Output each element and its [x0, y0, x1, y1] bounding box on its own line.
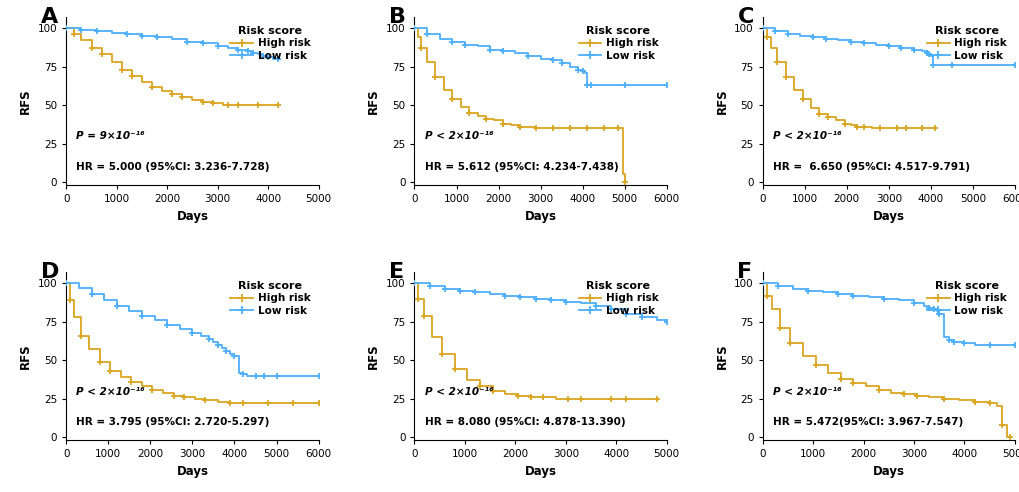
X-axis label: Days: Days [524, 210, 556, 223]
X-axis label: Days: Days [176, 465, 208, 478]
Text: E: E [389, 262, 404, 282]
Legend: High risk, Low risk: High risk, Low risk [575, 23, 661, 64]
Y-axis label: RFS: RFS [19, 89, 32, 114]
Text: HR = 8.080 (95%CI: 4.878-13.390): HR = 8.080 (95%CI: 4.878-13.390) [424, 417, 625, 427]
Legend: High risk, Low risk: High risk, Low risk [227, 277, 313, 319]
Y-axis label: RFS: RFS [19, 343, 32, 369]
Legend: High risk, Low risk: High risk, Low risk [227, 23, 313, 64]
Text: P < 2×10⁻¹⁶: P < 2×10⁻¹⁶ [772, 387, 841, 397]
Text: P < 2×10⁻¹⁶: P < 2×10⁻¹⁶ [76, 387, 145, 397]
Text: HR = 3.795 (95%CI: 2.720-5.297): HR = 3.795 (95%CI: 2.720-5.297) [76, 417, 269, 427]
X-axis label: Days: Days [176, 210, 208, 223]
X-axis label: Days: Days [524, 465, 556, 478]
Text: B: B [389, 7, 406, 27]
Text: P < 2×10⁻¹⁶: P < 2×10⁻¹⁶ [424, 131, 493, 142]
Text: HR = 5.472(95%CI: 3.967-7.547): HR = 5.472(95%CI: 3.967-7.547) [772, 417, 962, 427]
Legend: High risk, Low risk: High risk, Low risk [575, 277, 661, 319]
Text: A: A [41, 7, 58, 27]
X-axis label: Days: Days [872, 465, 904, 478]
Text: F: F [737, 262, 752, 282]
Text: HR =  6.650 (95%CI: 4.517-9.791): HR = 6.650 (95%CI: 4.517-9.791) [772, 162, 969, 172]
Y-axis label: RFS: RFS [367, 343, 380, 369]
Legend: High risk, Low risk: High risk, Low risk [922, 23, 1009, 64]
X-axis label: Days: Days [872, 210, 904, 223]
Text: HR = 5.000 (95%CI: 3.236-7.728): HR = 5.000 (95%CI: 3.236-7.728) [76, 162, 270, 172]
Legend: High risk, Low risk: High risk, Low risk [922, 277, 1009, 319]
Text: P < 2×10⁻¹⁶: P < 2×10⁻¹⁶ [424, 387, 493, 397]
Text: C: C [737, 7, 753, 27]
Y-axis label: RFS: RFS [367, 89, 380, 114]
Y-axis label: RFS: RFS [714, 343, 728, 369]
Text: P = 9×10⁻¹⁶: P = 9×10⁻¹⁶ [76, 131, 145, 142]
Text: P < 2×10⁻¹⁶: P < 2×10⁻¹⁶ [772, 131, 841, 142]
Text: D: D [41, 262, 59, 282]
Y-axis label: RFS: RFS [714, 89, 728, 114]
Text: HR = 5.612 (95%CI: 4.234-7.438): HR = 5.612 (95%CI: 4.234-7.438) [424, 162, 618, 172]
